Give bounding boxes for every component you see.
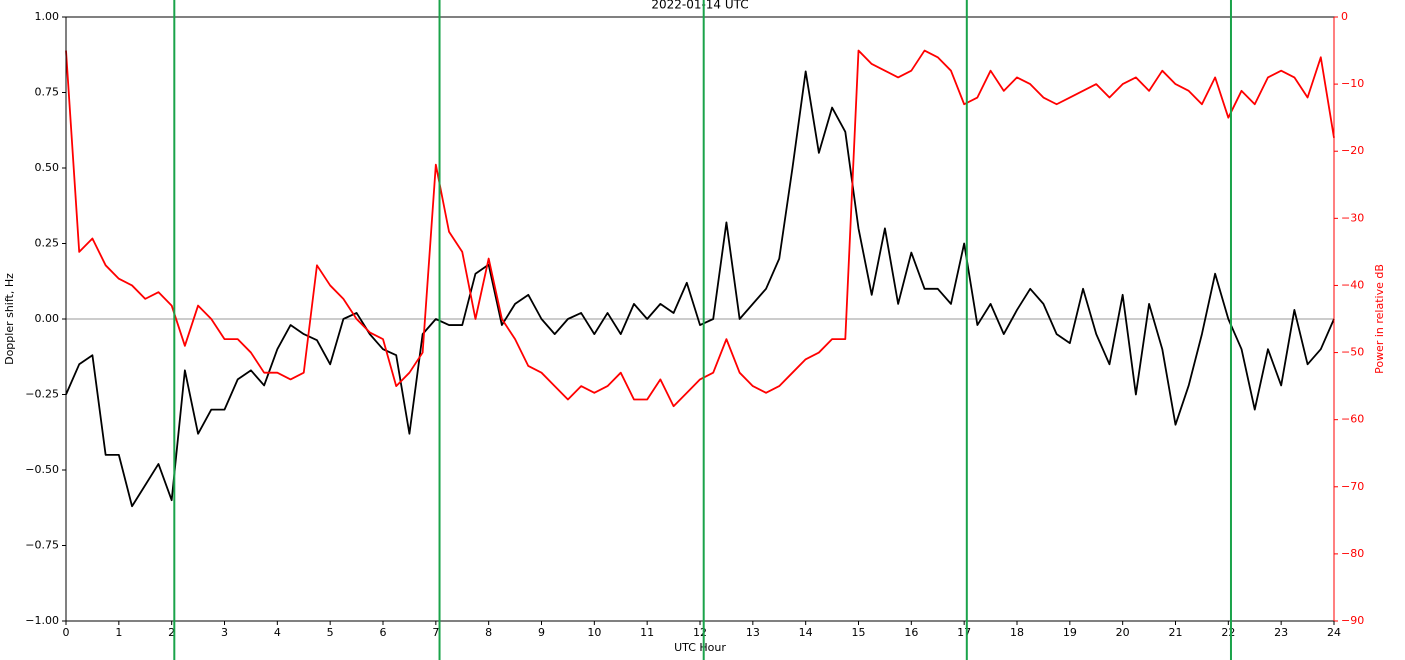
x-axis-label: UTC Hour [674, 641, 726, 654]
y-tick-label: 0.50 [35, 161, 60, 174]
y-tick-label: −1.00 [25, 614, 59, 627]
x-tick-label: 13 [746, 626, 760, 639]
y-axis-label: Doppler shift, Hz [3, 273, 16, 365]
x-tick-label: 17 [957, 626, 971, 639]
x-tick-label: 12 [693, 626, 707, 639]
x-tick-label: 23 [1274, 626, 1288, 639]
x-tick-label: 8 [485, 626, 492, 639]
x-tick-label: 5 [327, 626, 334, 639]
y2-tick-label: −20 [1341, 144, 1364, 157]
x-tick-label: 7 [432, 626, 439, 639]
series-line [65, 49, 1335, 408]
series-line [65, 70, 1335, 508]
x-tick-label: 11 [640, 626, 654, 639]
y2-tick-label: 0 [1341, 10, 1348, 23]
y2-tick-label: −50 [1341, 346, 1364, 359]
y2-tick-label: −80 [1341, 547, 1364, 560]
y2-tick-label: −40 [1341, 278, 1364, 291]
y-tick-label: 0.75 [35, 86, 60, 99]
x-tick-label: 24 [1327, 626, 1341, 639]
y-tick-label: −0.50 [25, 463, 59, 476]
x-tick-label: 15 [852, 626, 866, 639]
y-tick-label: 1.00 [35, 10, 60, 23]
x-tick-label: 20 [1116, 626, 1130, 639]
x-tick-label: 2 [168, 626, 175, 639]
y-tick-label: −0.75 [25, 539, 59, 552]
y2-axis-label: Power in relative dB [1373, 264, 1386, 374]
x-tick-label: 9 [538, 626, 545, 639]
x-tick-label: 21 [1169, 626, 1183, 639]
x-tick-label: 18 [1010, 626, 1024, 639]
x-tick-label: 4 [274, 626, 281, 639]
x-tick-label: 19 [1063, 626, 1077, 639]
y-tick-label: −0.25 [25, 388, 59, 401]
y2-tick-label: −60 [1341, 413, 1364, 426]
x-tick-label: 3 [221, 626, 228, 639]
x-tick-label: 22 [1221, 626, 1235, 639]
y2-tick-label: −10 [1341, 77, 1364, 90]
x-tick-label: 14 [799, 626, 813, 639]
x-tick-label: 10 [587, 626, 601, 639]
x-tick-label: 16 [904, 626, 918, 639]
y2-tick-label: −90 [1341, 614, 1364, 627]
chart-title: 2022-01-14 UTC [651, 0, 748, 12]
x-tick-label: 0 [63, 626, 70, 639]
y2-tick-label: −70 [1341, 480, 1364, 493]
y-tick-label: 0.00 [35, 312, 60, 325]
y2-tick-label: −30 [1341, 211, 1364, 224]
y-tick-label: 0.25 [35, 237, 60, 250]
x-tick-label: 6 [380, 626, 387, 639]
x-tick-label: 1 [115, 626, 122, 639]
